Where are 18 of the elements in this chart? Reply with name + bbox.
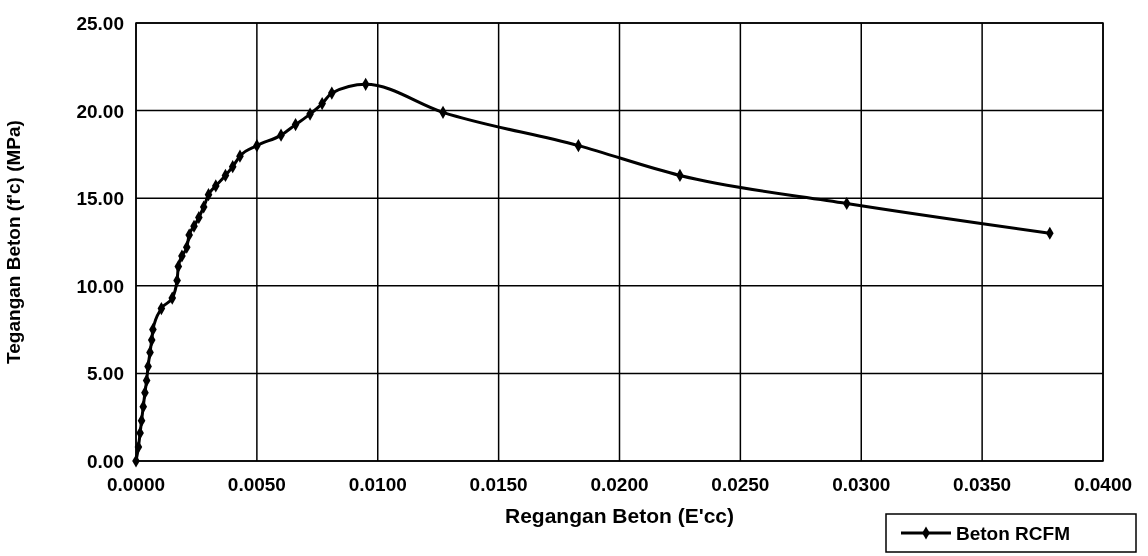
x-tick-label: 0.0050 bbox=[227, 474, 286, 495]
x-tick-label: 0.0300 bbox=[832, 474, 891, 495]
x-tick-label: 0.0150 bbox=[469, 474, 528, 495]
y-tick-label: 0.00 bbox=[87, 451, 124, 472]
y-tick-label: 10.00 bbox=[76, 275, 124, 297]
legend-label: Beton RCFM bbox=[956, 523, 1070, 544]
x-tick-label: 0.0350 bbox=[953, 474, 1012, 495]
x-tick-label: 0.0000 bbox=[106, 474, 166, 495]
y-tick-label: 25.00 bbox=[76, 13, 124, 34]
y-tick-label: 20.00 bbox=[76, 100, 124, 122]
y-tick-label: 15.00 bbox=[76, 188, 124, 210]
x-tick-label: 0.0400 bbox=[1073, 474, 1133, 495]
y-tick-label: 5.00 bbox=[87, 363, 124, 385]
x-tick-label: 0.0250 bbox=[711, 474, 770, 495]
x-tick-label: 0.0200 bbox=[590, 474, 649, 495]
y-axis-title: Tegangan Beton (f'c) (MPa) bbox=[3, 120, 24, 364]
x-axis-title: Regangan Beton (E'cc) bbox=[504, 504, 735, 527]
x-tick-label: 0.0100 bbox=[348, 474, 407, 495]
